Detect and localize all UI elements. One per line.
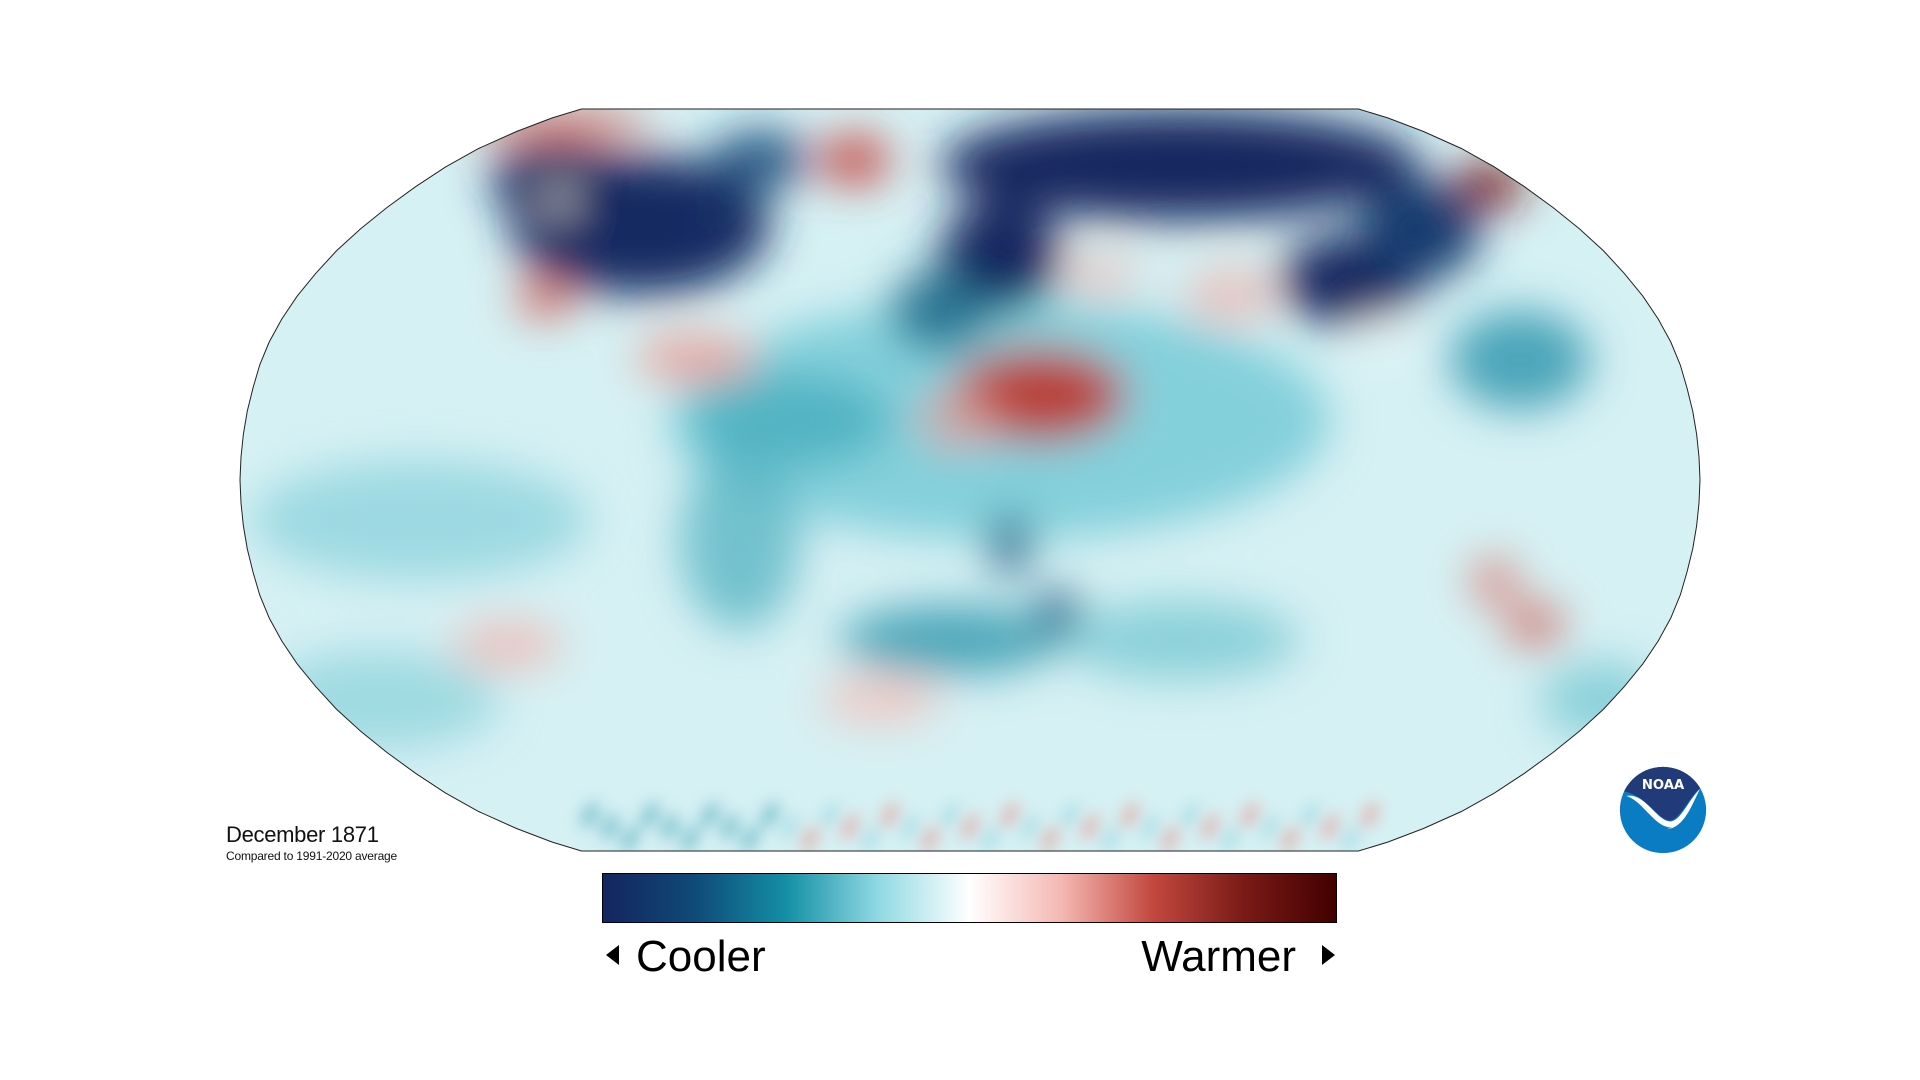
anomaly-speckle <box>981 826 999 851</box>
noaa-logo: NOAA <box>1619 766 1707 854</box>
anomaly-region <box>453 623 563 667</box>
anomaly-region <box>690 375 890 465</box>
anomaly-region <box>992 515 1028 575</box>
anomaly-region <box>1540 660 1660 740</box>
anomaly-speckle <box>801 826 819 851</box>
anomaly-speckle <box>1041 826 1059 851</box>
anomaly-speckle <box>1221 826 1239 851</box>
anomaly-speckle <box>721 814 739 840</box>
anomaly-region <box>1060 600 1300 680</box>
anomaly-region <box>260 650 500 750</box>
anomaly-speckle <box>641 802 659 828</box>
anomaly-speckle <box>1121 802 1139 828</box>
anomaly-speckle <box>1141 814 1159 840</box>
anomaly-region <box>1038 590 1078 634</box>
map-title: December 1871 <box>226 822 379 847</box>
anomaly-speckle <box>1061 802 1079 828</box>
anomaly-region <box>635 336 755 380</box>
anomaly-speckle <box>601 814 619 840</box>
anomaly-speckle <box>841 814 859 840</box>
anomaly-speckle <box>1301 802 1319 828</box>
anomaly-speckle <box>1181 802 1199 828</box>
anomaly-region <box>820 678 940 722</box>
warmer-label: Warmer <box>1141 932 1296 981</box>
anomaly-speckle <box>1341 826 1359 851</box>
anomaly-speckle <box>1361 802 1379 828</box>
anomaly-region <box>1360 317 1400 347</box>
anomaly-region <box>1360 180 1480 280</box>
anomaly-region <box>517 278 573 318</box>
map-outline <box>239 108 1701 852</box>
anomaly-region <box>820 135 890 185</box>
anomaly-speckle <box>861 826 879 851</box>
anomaly-speckle <box>1281 826 1299 851</box>
anomaly-region <box>1185 270 1275 320</box>
anomaly-speckle <box>921 826 939 851</box>
anomaly-region <box>840 605 1060 675</box>
left-arrow-icon <box>606 945 619 965</box>
anomaly-region <box>1455 163 1525 207</box>
anomaly-speckle <box>1081 814 1099 840</box>
anomaly-region <box>1450 310 1590 410</box>
anomaly-region <box>940 110 1420 220</box>
anomaly-speckle <box>1201 814 1219 840</box>
anomaly-speckle <box>961 814 979 840</box>
anomaly-speckle <box>1101 826 1119 851</box>
anomaly-speckle <box>1261 814 1279 840</box>
anomaly-speckle <box>941 802 959 828</box>
anomaly-speckle <box>1241 802 1259 828</box>
anomaly-speckle <box>681 826 699 851</box>
anomaly-region <box>1507 605 1563 645</box>
anomaly-speckle <box>881 802 899 828</box>
anomaly-speckle <box>761 802 779 828</box>
anomaly-speckle <box>781 814 799 840</box>
noaa-logo-text: NOAA <box>1642 778 1685 793</box>
anomaly-region <box>710 130 810 190</box>
anomaly-region <box>548 188 572 212</box>
anomaly-region <box>1473 560 1517 604</box>
anomaly-region <box>920 395 1000 445</box>
right-arrow-icon <box>1322 945 1335 965</box>
anomaly-region <box>490 145 630 215</box>
anomaly-speckle <box>1021 814 1039 840</box>
anomaly-region <box>685 215 735 245</box>
anomaly-speckle <box>701 802 719 828</box>
anomaly-speckle <box>1161 826 1179 851</box>
anomaly-speckle <box>901 814 919 840</box>
anomaly-speckle <box>581 802 599 828</box>
anomaly-speckle <box>661 814 679 840</box>
anomaly-region <box>1060 257 1140 293</box>
anomaly-region <box>250 460 590 580</box>
anomaly-speckle <box>741 826 759 851</box>
anomaly-region <box>470 109 650 141</box>
color-scale-bar <box>602 873 1337 923</box>
anomaly-speckle <box>621 826 639 851</box>
anomaly-speckle <box>1001 802 1019 828</box>
map-subtitle: Compared to 1991-2020 average <box>226 849 397 863</box>
anomaly-speckle <box>1321 814 1339 840</box>
anomaly-region <box>890 270 990 350</box>
cooler-label: Cooler <box>636 932 766 981</box>
anomaly-region <box>680 450 800 630</box>
anomaly-speckle <box>821 802 839 828</box>
